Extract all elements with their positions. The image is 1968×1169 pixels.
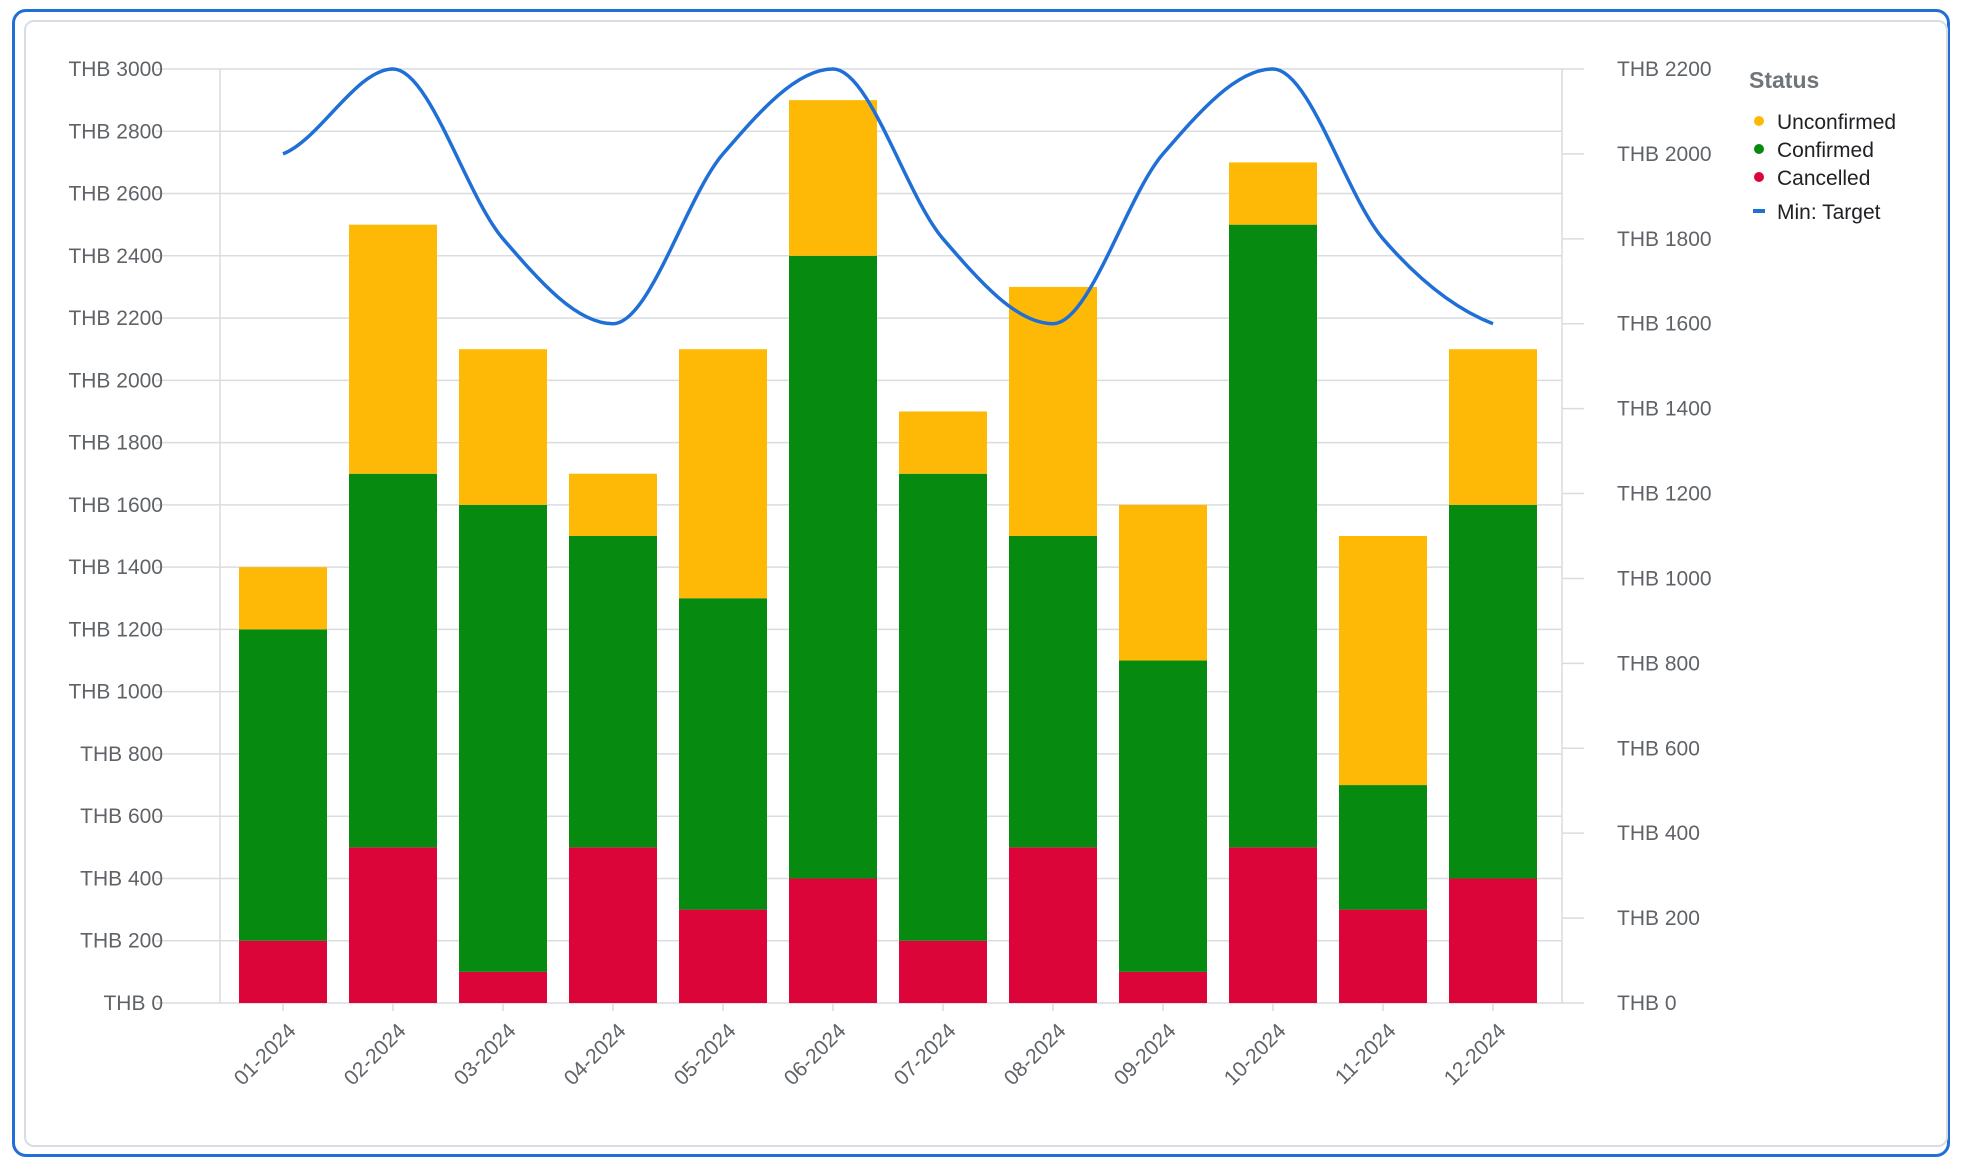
- left-tick-label: THB 1000: [68, 681, 163, 704]
- legend-item-label[interactable]: Cancelled: [1777, 167, 1870, 190]
- left-tick-label: THB 1200: [68, 618, 163, 641]
- bar-cancelled-02-2024[interactable]: [349, 847, 437, 1003]
- legend-marker-cancelled: [1754, 172, 1764, 182]
- left-tick-label: THB 1800: [68, 432, 163, 455]
- legend-marker-confirmed: [1754, 144, 1764, 154]
- bar-unconfirmed-07-2024[interactable]: [899, 411, 987, 474]
- x-tick-label: 09-2024: [1110, 1019, 1181, 1090]
- bar-confirmed-08-2024[interactable]: [1009, 536, 1097, 848]
- bar-confirmed-02-2024[interactable]: [349, 473, 437, 848]
- bar-confirmed-05-2024[interactable]: [679, 598, 767, 910]
- bar-unconfirmed-03-2024[interactable]: [459, 349, 547, 505]
- right-tick-label: THB 200: [1617, 907, 1700, 930]
- right-y-axis: THB 0 THB 200 THB 400 THB 600 THB 800 THB 100…: [1562, 58, 1712, 1015]
- bar-confirmed-01-2024[interactable]: [239, 629, 327, 941]
- right-tick-label: THB 1200: [1617, 483, 1712, 506]
- x-tick-label: 06-2024: [780, 1019, 851, 1090]
- bar-confirmed-03-2024[interactable]: [459, 504, 547, 972]
- x-tick-label: 10-2024: [1220, 1019, 1291, 1090]
- bar-unconfirmed-12-2024[interactable]: [1449, 349, 1537, 505]
- right-tick-label: THB 1400: [1617, 398, 1712, 421]
- bar-group: [239, 100, 1537, 1003]
- x-tick-label: 11-2024: [1331, 1019, 1401, 1089]
- right-tick-label: THB 400: [1617, 822, 1700, 845]
- x-tick-label: 01-2024: [230, 1019, 301, 1090]
- x-axis: 01-2024 02-2024 03-2024 04-2024 05-2024 06-20…: [230, 1003, 1511, 1090]
- bar-unconfirmed-01-2024[interactable]: [239, 567, 327, 630]
- x-tick-label: 07-2024: [890, 1019, 961, 1090]
- bar-cancelled-01-2024[interactable]: [239, 940, 327, 1003]
- left-tick-label: THB 200: [80, 930, 163, 953]
- left-tick-label: THB 1600: [68, 494, 163, 517]
- right-tick-label: THB 2000: [1617, 143, 1712, 166]
- bar-unconfirmed-08-2024[interactable]: [1009, 286, 1097, 536]
- legend-item-label[interactable]: Min: Target: [1777, 201, 1881, 224]
- legend-marker-min-target: [1753, 209, 1765, 213]
- bar-cancelled-05-2024[interactable]: [679, 909, 767, 1003]
- x-tick-label: 12-2024: [1440, 1019, 1511, 1090]
- bar-unconfirmed-10-2024[interactable]: [1229, 162, 1317, 225]
- left-tick-label: THB 600: [80, 805, 163, 828]
- bar-unconfirmed-05-2024[interactable]: [679, 349, 767, 599]
- legend-item-label[interactable]: Unconfirmed: [1777, 111, 1896, 134]
- left-tick-label: THB 3000: [68, 58, 163, 81]
- chart-frame-outer: [12, 9, 1950, 1157]
- bar-unconfirmed-04-2024[interactable]: [569, 473, 657, 536]
- left-tick-label: THB 2600: [68, 183, 163, 206]
- x-tick-label: 02-2024: [340, 1019, 411, 1090]
- left-y-axis: THB 0 THB 200 THB 400 THB 600 THB 800 THB 100…: [68, 58, 163, 1015]
- x-tick-label: 05-2024: [670, 1019, 741, 1090]
- left-tick-label: THB 2800: [68, 120, 163, 143]
- x-tick-label: 03-2024: [450, 1019, 521, 1090]
- bar-unconfirmed-02-2024[interactable]: [349, 224, 437, 474]
- x-tick-label: 04-2024: [560, 1019, 631, 1090]
- bar-confirmed-10-2024[interactable]: [1229, 224, 1317, 848]
- bar-unconfirmed-06-2024[interactable]: [789, 100, 877, 256]
- x-tick-label: 08-2024: [1000, 1019, 1071, 1090]
- left-tick-label: THB 800: [80, 743, 163, 766]
- bar-cancelled-03-2024[interactable]: [459, 971, 547, 1003]
- legend-item-label[interactable]: Confirmed: [1777, 139, 1874, 162]
- bar-confirmed-11-2024[interactable]: [1339, 785, 1427, 910]
- bar-cancelled-12-2024[interactable]: [1449, 878, 1537, 1003]
- right-tick-label: THB 2200: [1617, 58, 1712, 81]
- legend-title: Status: [1749, 67, 1819, 93]
- legend: Status Unconfirmed Confirmed Cancelled Min:…: [1749, 67, 1896, 224]
- target-line-group: [282, 67, 1494, 326]
- bar-cancelled-11-2024[interactable]: [1339, 909, 1427, 1003]
- left-tick-label: THB 400: [80, 867, 163, 890]
- left-tick-label: THB 2000: [68, 369, 163, 392]
- bar-unconfirmed-11-2024[interactable]: [1339, 536, 1427, 786]
- bar-cancelled-07-2024[interactable]: [899, 940, 987, 1003]
- right-tick-label: THB 600: [1617, 737, 1700, 760]
- left-tick-label: THB 2400: [68, 245, 163, 268]
- legend-marker-unconfirmed: [1754, 116, 1764, 126]
- bar-confirmed-12-2024[interactable]: [1449, 504, 1537, 879]
- left-tick-label: THB 1400: [68, 556, 163, 579]
- chart-card: [24, 20, 1948, 1147]
- bar-cancelled-08-2024[interactable]: [1009, 847, 1097, 1003]
- bar-cancelled-10-2024[interactable]: [1229, 847, 1317, 1003]
- bar-cancelled-04-2024[interactable]: [569, 847, 657, 1003]
- bar-cancelled-09-2024[interactable]: [1119, 971, 1207, 1003]
- right-tick-label: THB 1000: [1617, 567, 1712, 590]
- target-line[interactable]: [282, 67, 1494, 326]
- right-tick-label: THB 800: [1617, 652, 1700, 675]
- bar-confirmed-04-2024[interactable]: [569, 536, 657, 848]
- bar-confirmed-09-2024[interactable]: [1119, 660, 1207, 972]
- bar-cancelled-06-2024[interactable]: [789, 878, 877, 1003]
- right-tick-label: THB 1800: [1617, 228, 1712, 251]
- right-tick-label: THB 1600: [1617, 313, 1712, 336]
- left-tick-label: THB 2200: [68, 307, 163, 330]
- bar-confirmed-07-2024[interactable]: [899, 473, 987, 941]
- bar-confirmed-06-2024[interactable]: [789, 255, 877, 879]
- bar-unconfirmed-09-2024[interactable]: [1119, 504, 1207, 661]
- right-tick-label: THB 0: [1617, 992, 1677, 1015]
- left-tick-label: THB 0: [103, 992, 163, 1015]
